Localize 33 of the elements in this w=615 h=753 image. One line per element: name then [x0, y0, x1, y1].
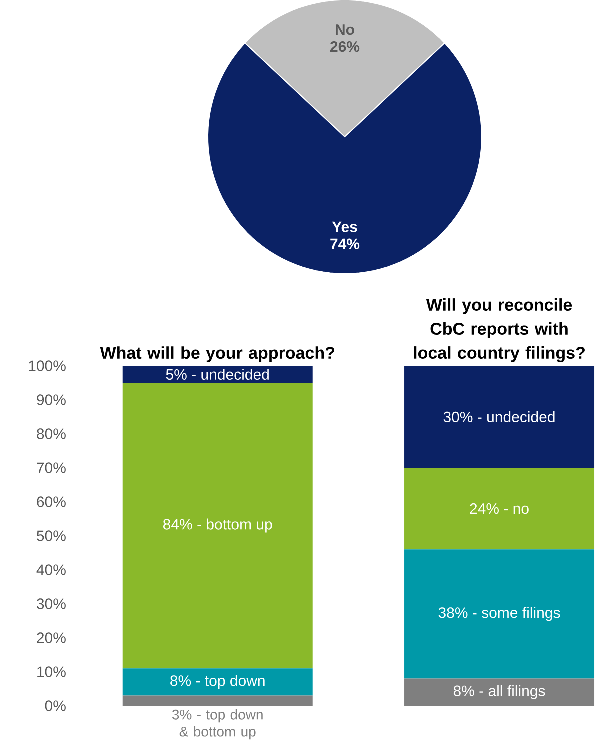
- bar: [404, 678, 595, 706]
- y-tick-label: 50%: [37, 530, 66, 542]
- slice-label: No: [336, 24, 354, 36]
- y-tick-label: 0%: [45, 700, 66, 712]
- data-label: 30% - undecided: [444, 411, 555, 422]
- y-tick-label: 100%: [29, 360, 66, 372]
- y-tick-label: 60%: [37, 496, 66, 508]
- y-tick-label: 90%: [37, 394, 66, 406]
- bar: [122, 382, 313, 669]
- data-label: 26%: [330, 41, 360, 52]
- data-label: 8% - all filings: [454, 685, 546, 700]
- data-label: 3% - top down & bottom up: [172, 710, 263, 740]
- data-label: 8% - top down: [170, 675, 265, 690]
- bar: [404, 468, 595, 550]
- bar: [404, 366, 595, 468]
- x-tick-label: Will you reconcile CbC reports with local country filings?: [414, 298, 585, 362]
- bar: [122, 696, 313, 706]
- y-tick-label: 70%: [37, 462, 66, 474]
- x-tick-label: What will be your approach?: [100, 346, 334, 362]
- bar: [122, 668, 313, 696]
- data-label: 84% - bottom up: [163, 518, 272, 533]
- data-label: 74%: [330, 238, 360, 250]
- bar: [404, 550, 595, 679]
- data-label: 24% - no: [470, 503, 529, 514]
- data-label: 38% - some filings: [438, 607, 560, 622]
- y-tick-label: 40%: [36, 564, 66, 576]
- slice-label: Yes: [332, 222, 358, 232]
- data-label: 5% - undecided: [166, 368, 269, 380]
- bar: [122, 366, 313, 383]
- y-tick-label: 10%: [38, 666, 66, 678]
- y-tick-label: 80%: [37, 428, 66, 440]
- y-tick-label: 20%: [37, 632, 66, 644]
- y-tick-label: 30%: [37, 598, 66, 610]
